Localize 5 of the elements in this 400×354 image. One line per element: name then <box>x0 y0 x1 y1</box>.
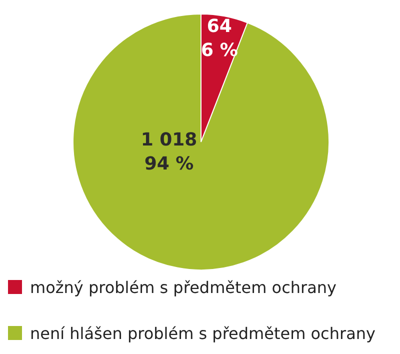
data-label: 64 6 % <box>201 16 238 61</box>
pie-slice <box>72 14 330 270</box>
data-label: 1 018 94 % <box>140 129 198 174</box>
legend-label: možný problém s předmětem ochrany <box>30 278 336 296</box>
legend-label: není hlášen problém s předmětem ochrany <box>30 324 376 342</box>
